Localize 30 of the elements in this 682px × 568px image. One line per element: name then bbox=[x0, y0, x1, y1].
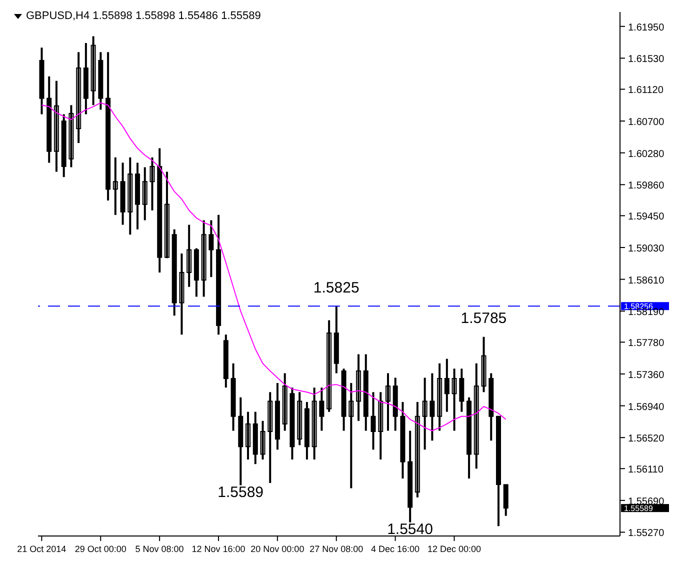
y-tick-label: 1.56940 bbox=[628, 402, 665, 413]
y-tick-label: 1.57360 bbox=[628, 370, 665, 381]
annotation: 1.5785 bbox=[460, 310, 507, 327]
y-tick-label: 1.61530 bbox=[628, 54, 665, 66]
x-tick-label: 12 Nov 16:00 bbox=[192, 544, 246, 554]
x-tick-label: 20 Nov 00:00 bbox=[250, 544, 304, 554]
x-tick-label: 27 Nov 08:00 bbox=[310, 544, 364, 554]
y-tick-label: 1.56110 bbox=[628, 464, 664, 476]
y-tick-label: 1.61950 bbox=[628, 22, 665, 34]
x-tick-label: 29 Oct 00:00 bbox=[74, 544, 126, 554]
y-tick-label: 1.59450 bbox=[628, 212, 665, 223]
y-tick-label: 1.59860 bbox=[628, 180, 665, 192]
annotation: 1.5825 bbox=[313, 280, 360, 297]
y-tick-label: 1.58610 bbox=[628, 275, 665, 286]
annotation: 1.5540 bbox=[387, 521, 433, 538]
y-tick-label: 1.56520 bbox=[628, 434, 665, 445]
y-tick-label: 1.59030 bbox=[628, 243, 665, 254]
y-tick-label: 1.57780 bbox=[628, 338, 665, 350]
y-tick-label: 1.60700 bbox=[628, 117, 665, 128]
y-tick-label: 1.58190 bbox=[628, 307, 665, 318]
y-tick-label: 1.61120 bbox=[628, 85, 664, 96]
x-tick-label: 5 Nov 08:00 bbox=[135, 544, 184, 554]
y-tick-label: 1.55270 bbox=[628, 528, 665, 540]
annotation: 1.5589 bbox=[218, 484, 264, 501]
x-tick-label: 12 Dec 00:00 bbox=[427, 544, 482, 554]
chart-title: GBPUSD,H4 1.55898 1.55898 1.55486 1.55589 bbox=[26, 10, 261, 22]
line-series bbox=[41, 102, 506, 432]
x-tick-label: 21 Oct 2014 bbox=[17, 544, 66, 554]
x-tick-label: 4 Dec 16:00 bbox=[371, 544, 420, 554]
y-tick-label: 1.60280 bbox=[628, 148, 665, 160]
